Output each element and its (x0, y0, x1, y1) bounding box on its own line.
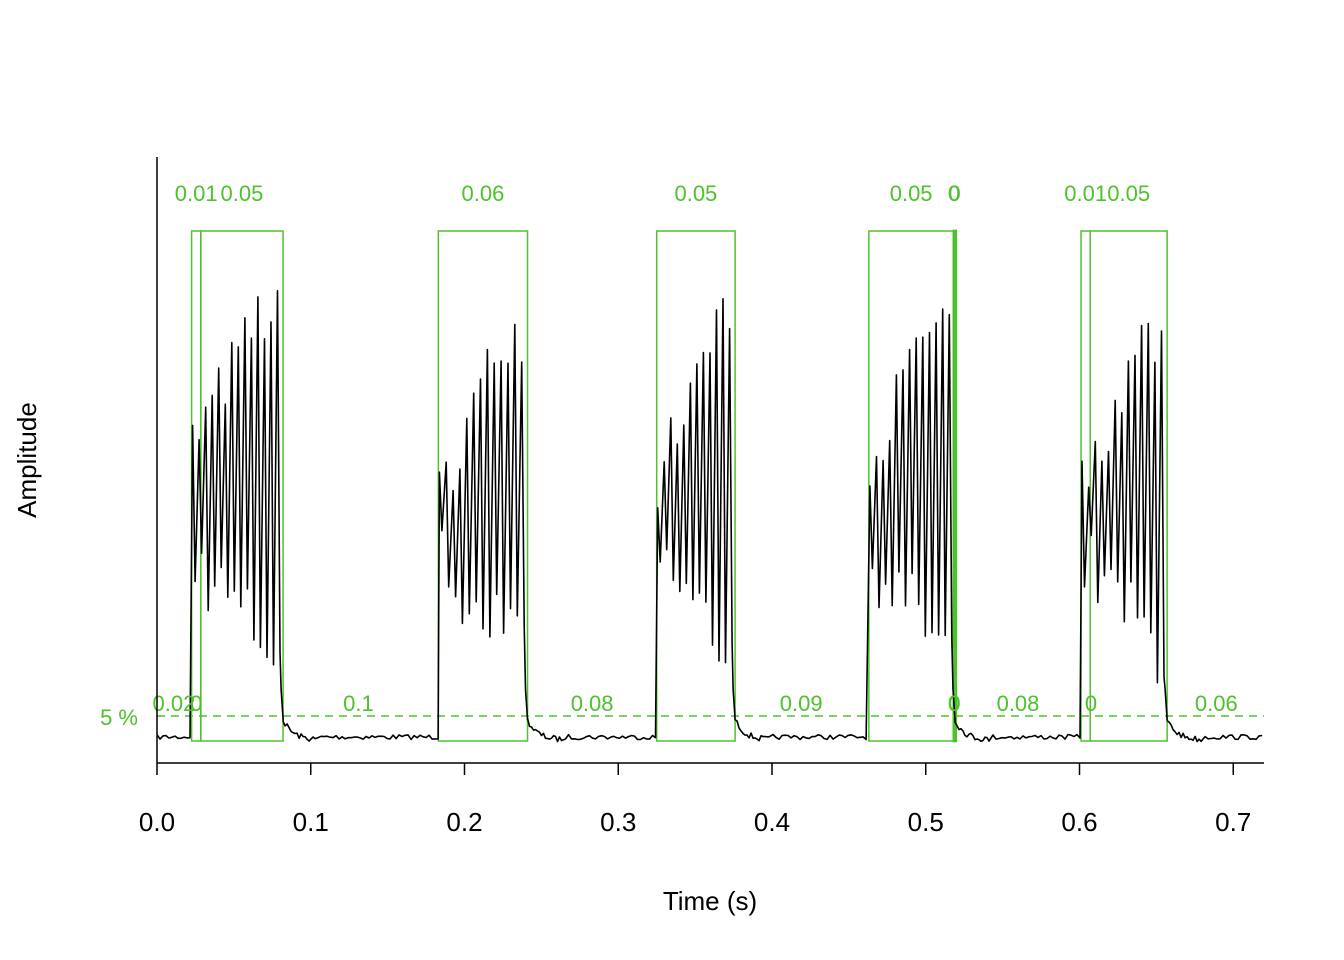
detection-box (655, 230, 736, 742)
gap-label: 0 (1085, 691, 1097, 716)
x-tick-label: 0.7 (1215, 807, 1251, 837)
x-tick-label: 0.5 (908, 807, 944, 837)
x-tick-label: 0.1 (293, 807, 329, 837)
duration-label: 0.01 (1064, 181, 1107, 206)
amplitude-envelope (156, 290, 1263, 743)
x-tick-label: 0.3 (600, 807, 636, 837)
threshold-label: 5 % (100, 705, 138, 730)
gap-label: 0.06 (1195, 691, 1238, 716)
duration-label: 0 (948, 181, 960, 206)
gap-label: 0 (948, 691, 960, 716)
duration-label: 0.05 (1107, 181, 1150, 206)
x-tick-label: 0.2 (446, 807, 482, 837)
gap-label: 0.1 (343, 691, 374, 716)
x-axis-label: Time (s) (663, 886, 757, 916)
duration-label: 0.06 (462, 181, 505, 206)
gap-label: 0.08 (997, 691, 1040, 716)
detection-box (437, 230, 529, 742)
x-axis-ticks: 0.0 0.1 0.2 0.3 0.4 0.5 0.6 0.7 (139, 763, 1251, 837)
x-tick-label: 0.4 (754, 807, 790, 837)
gap-label: 0.09 (780, 691, 823, 716)
gap-label: 0.08 (571, 691, 614, 716)
duration-labels: 0.01 0.05 0.06 0.05 0.05 00 0.01 0.05 (175, 181, 1150, 206)
duration-label: 0 (949, 181, 961, 206)
gap-labels: 0.020 0.1 0.08 0.09 00 0.08 0 0.06 (152, 691, 1237, 716)
duration-label: 0.05 (890, 181, 933, 206)
gap-label: 0.02 (152, 691, 195, 716)
detection-boxes (190, 229, 1168, 743)
duration-label: 0.05 (221, 181, 264, 206)
duration-label: 0.01 (175, 181, 218, 206)
y-axis-label: Amplitude (12, 402, 42, 518)
x-tick-label: 0.6 (1061, 807, 1097, 837)
x-tick-label: 0.0 (139, 807, 175, 837)
duration-label: 0.05 (674, 181, 717, 206)
gap-label: 0 (190, 691, 202, 716)
gap-label: 0 (948, 691, 960, 716)
detection-box (953, 229, 958, 743)
detection-box (1089, 230, 1168, 742)
